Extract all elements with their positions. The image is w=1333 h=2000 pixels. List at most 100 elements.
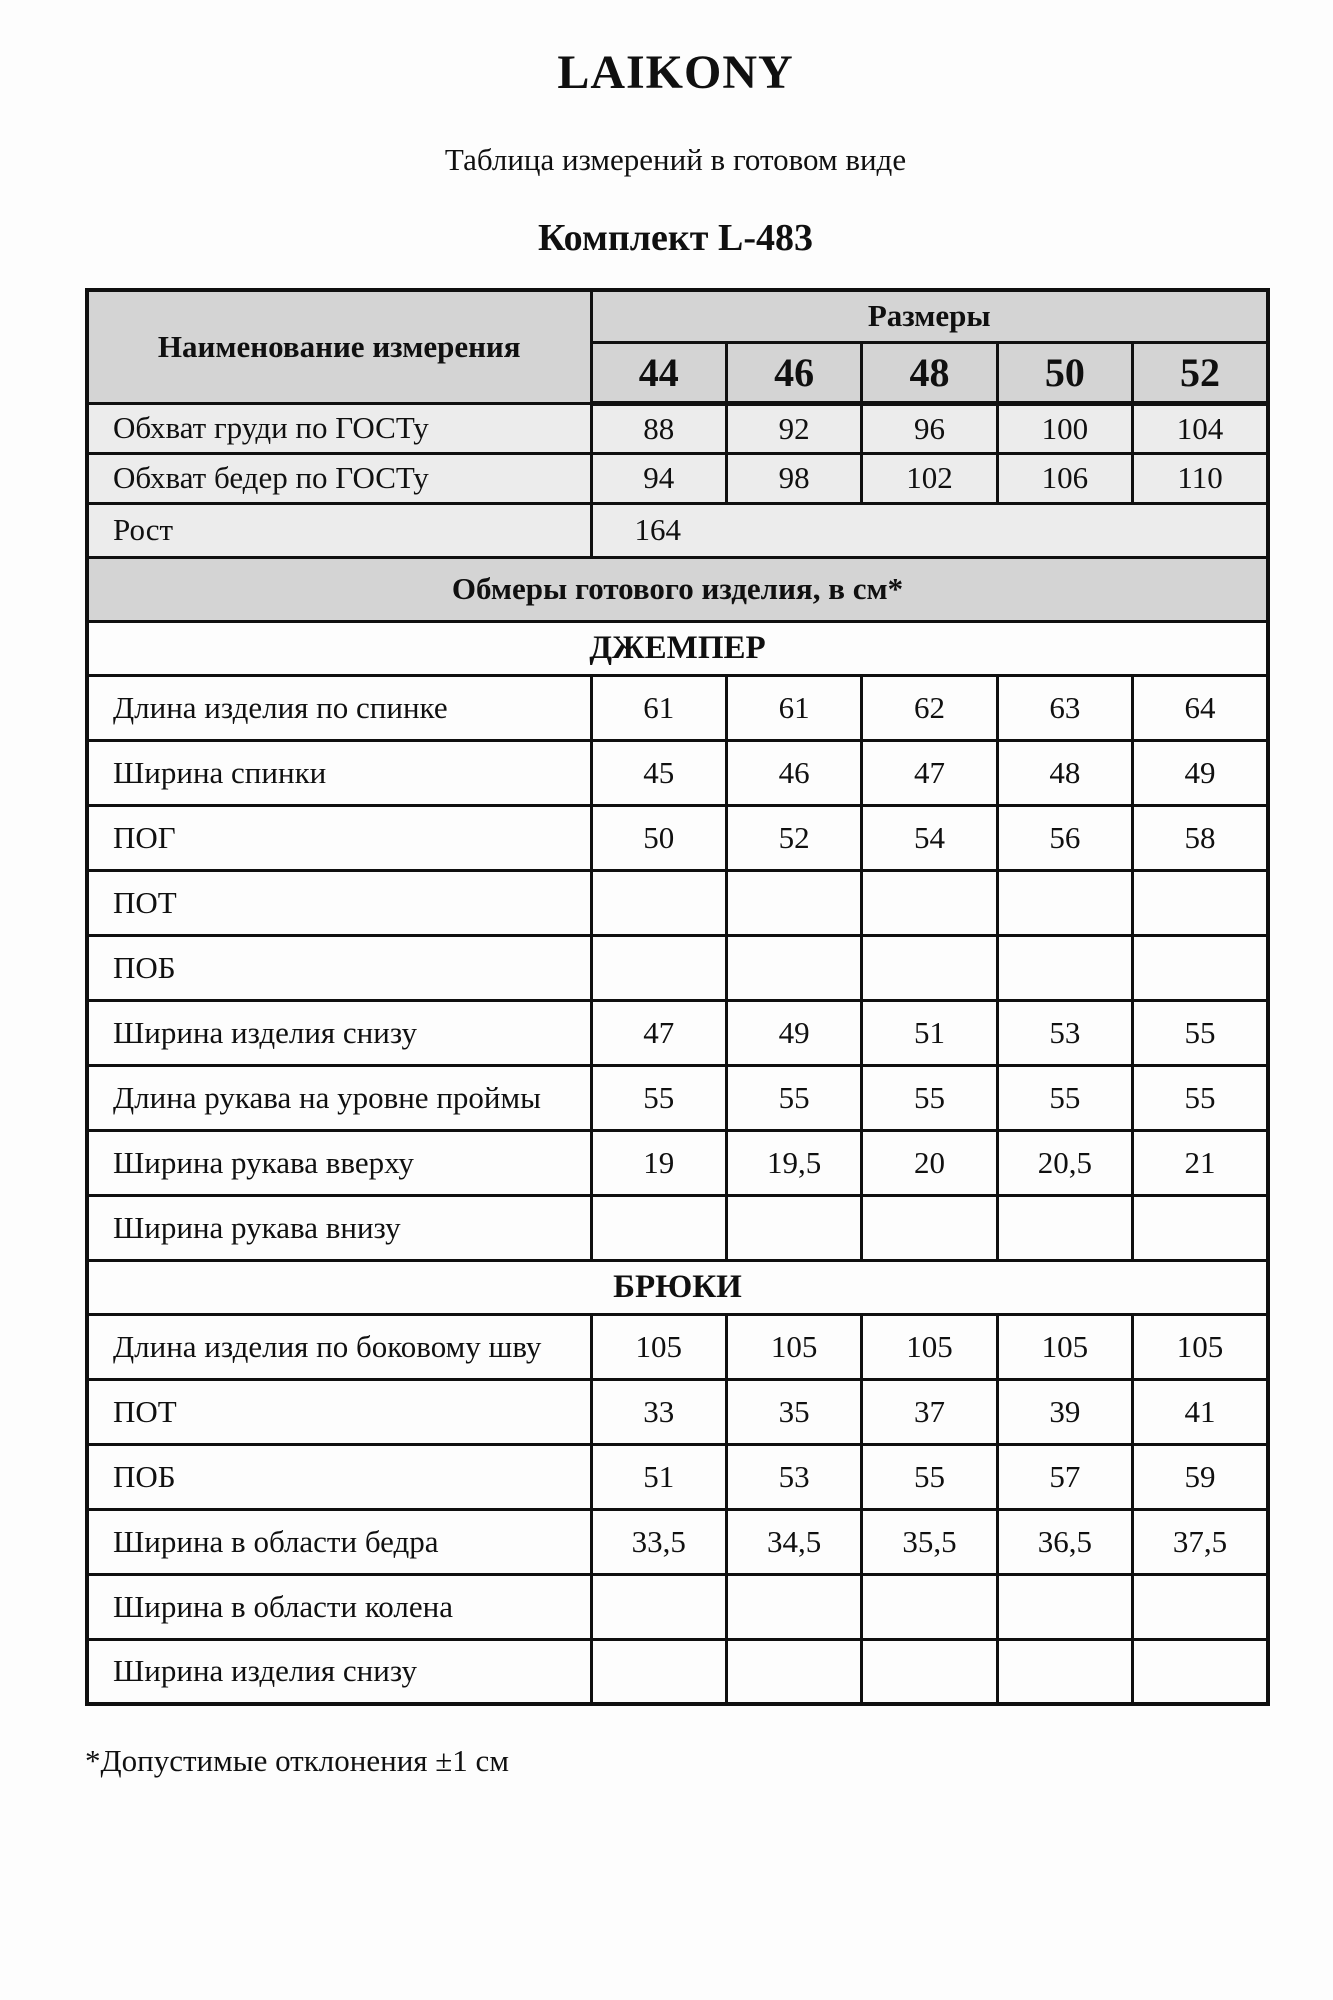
measurement-value-cell: 49 (724, 998, 864, 1067)
row-label: Ширина рукава внизу (85, 1193, 593, 1262)
product-title: Комплект L-483 (538, 217, 813, 259)
measurement-value-cell: 46 (724, 738, 864, 807)
measurement-table: Наименование измерения Размеры 44 46 48 … (85, 288, 1270, 1706)
measurement-value-cell (589, 1637, 728, 1706)
size-column-header: 44 (589, 340, 728, 406)
measurement-value-cell: 94 (589, 451, 728, 505)
measurement-row: Длина изделия по спинке 61 61 62 63 64 (85, 673, 1270, 742)
measurement-value-cell (1131, 1572, 1270, 1641)
measurement-value-cell: 53 (995, 998, 1135, 1067)
gost-measurement-rows: Обхват груди по ГОСТу 88 92 96 100 104 Обхват … (85, 401, 1270, 505)
measurement-value-cell: 37,5 (1131, 1507, 1270, 1576)
measurement-value-cell: 49 (1131, 738, 1270, 807)
measurement-row: Ширина рукава внизу (85, 1193, 1270, 1262)
measurement-value-cell: 100 (995, 401, 1135, 455)
measurement-row: Ширина спинки 45 46 47 48 49 (85, 738, 1270, 807)
measurement-value-cell: 53 (724, 1442, 864, 1511)
row-label: Ширина изделия снизу (85, 998, 593, 1067)
section-title: ДЖЕМПЕР (85, 619, 1270, 677)
measurement-value-cell: 110 (1131, 451, 1270, 505)
measurement-value-cell (589, 933, 728, 1002)
measurement-value-cell (1131, 933, 1270, 1002)
measurement-row: ПОБ (85, 933, 1270, 1002)
section-title: БРЮКИ (85, 1258, 1270, 1316)
measurement-value-cell: 55 (1131, 1063, 1270, 1132)
measurement-value-cell: 20 (860, 1128, 999, 1197)
measurement-value-cell: 55 (995, 1063, 1135, 1132)
row-label: Рост (85, 501, 593, 559)
measurement-value-cell (860, 933, 999, 1002)
measurement-value-cell (860, 1637, 999, 1706)
measurement-value-cell: 88 (589, 401, 728, 455)
measurement-value-cell (724, 868, 864, 937)
row-label: Ширина в области бедра (85, 1507, 593, 1576)
measurement-value-cell: 36,5 (995, 1507, 1135, 1576)
measurement-value-cell (724, 1193, 864, 1262)
row-label: Длина рукава на уровне проймы (85, 1063, 593, 1132)
note-row: Обмеры готового изделия, в см* (85, 555, 1270, 623)
measurement-row: Длина изделия по боковому шву 105 105 105 10… (85, 1312, 1270, 1381)
measurement-value-cell: 102 (860, 451, 999, 505)
measurement-value-cell: 106 (995, 451, 1135, 505)
header-row-size-values: 44 46 48 50 52 (87, 340, 1270, 406)
measurement-value-cell: 55 (1131, 998, 1270, 1067)
measurement-value-cell: 52 (724, 803, 864, 872)
table-subtitle: Таблица измерений в готовом виде (444, 142, 907, 177)
measurement-value-cell: 98 (724, 451, 864, 505)
height-value-cell: 164 (589, 501, 1270, 559)
product-section-rows: ДЖЕМПЕР Длина изделия по спинке 61 61 62 63 64… (85, 619, 1270, 1706)
size-column-header: 46 (724, 340, 864, 406)
measurement-row: ПОБ 51 53 55 57 59 (85, 1442, 1270, 1511)
row-label: ПОТ (85, 1377, 593, 1446)
measurement-value-cell: 55 (724, 1063, 864, 1132)
measurement-value-cell: 58 (1131, 803, 1270, 872)
height-row: Рост 164 (85, 501, 1270, 559)
measurement-value-cell (589, 868, 728, 937)
measurement-value-cell: 37 (860, 1377, 999, 1446)
measurement-row: Ширина в области бедра 33,5 34,5 35,5 36,5 37… (85, 1507, 1270, 1576)
measurement-row: ПОГ 50 52 54 56 58 (85, 803, 1270, 872)
measurement-value-cell: 33 (589, 1377, 728, 1446)
measurement-value-cell: 63 (995, 673, 1135, 742)
measurement-value-cell: 59 (1131, 1442, 1270, 1511)
measurement-row: Ширина изделия снизу 47 49 51 53 55 (85, 998, 1270, 1067)
measurement-value-cell: 35,5 (860, 1507, 999, 1576)
measurement-value-cell (995, 1193, 1135, 1262)
measurement-value-cell: 20,5 (995, 1128, 1135, 1197)
measurement-value-cell: 92 (724, 401, 864, 455)
measurement-value-cell (724, 1637, 864, 1706)
measurement-value-cell (995, 1572, 1135, 1641)
measurement-value-cell: 33,5 (589, 1507, 728, 1576)
measurement-row: ПОТ (85, 868, 1270, 937)
measurement-value-cell: 104 (1131, 401, 1270, 455)
gost-row: Обхват бедер по ГОСТу 94 98 102 106 110 (85, 451, 1270, 505)
measurement-value-cell: 62 (860, 673, 999, 742)
measurement-value-cell (995, 868, 1135, 937)
measurement-value-cell: 50 (589, 803, 728, 872)
row-label: ПОТ (85, 868, 593, 937)
measurement-value-cell: 105 (860, 1312, 999, 1381)
measurement-value-cell (995, 1637, 1135, 1706)
row-label: Ширина спинки (85, 738, 593, 807)
measurement-value-cell: 39 (995, 1377, 1135, 1446)
table-header: Наименование измерения Размеры 44 46 48 … (85, 288, 1270, 406)
measurement-value-cell (1131, 1193, 1270, 1262)
row-label: ПОГ (85, 803, 593, 872)
header-row-sizes-group: Наименование измерения Размеры (85, 288, 1270, 405)
measurement-value-cell: 64 (1131, 673, 1270, 742)
measurement-value-cell: 55 (860, 1442, 999, 1511)
measurement-value-cell: 19,5 (724, 1128, 864, 1197)
measurement-value-cell (860, 868, 999, 937)
row-label: Длина изделия по боковому шву (85, 1312, 593, 1381)
row-label: Ширина изделия снизу (85, 1637, 593, 1706)
measurement-row: Длина рукава на уровне проймы 55 55 55 55 55 (85, 1063, 1270, 1132)
measurement-value-cell: 57 (995, 1442, 1135, 1511)
measurement-value-cell: 48 (995, 738, 1135, 807)
measurement-value-cell: 19 (589, 1128, 728, 1197)
brand-title: LAIKONY (557, 46, 794, 99)
measurement-value-cell: 54 (860, 803, 999, 872)
measurement-value-cell: 61 (724, 673, 864, 742)
measurement-value-cell: 55 (589, 1063, 728, 1132)
measurement-row: Ширина изделия снизу (85, 1637, 1270, 1706)
size-column-header: 48 (860, 340, 999, 406)
